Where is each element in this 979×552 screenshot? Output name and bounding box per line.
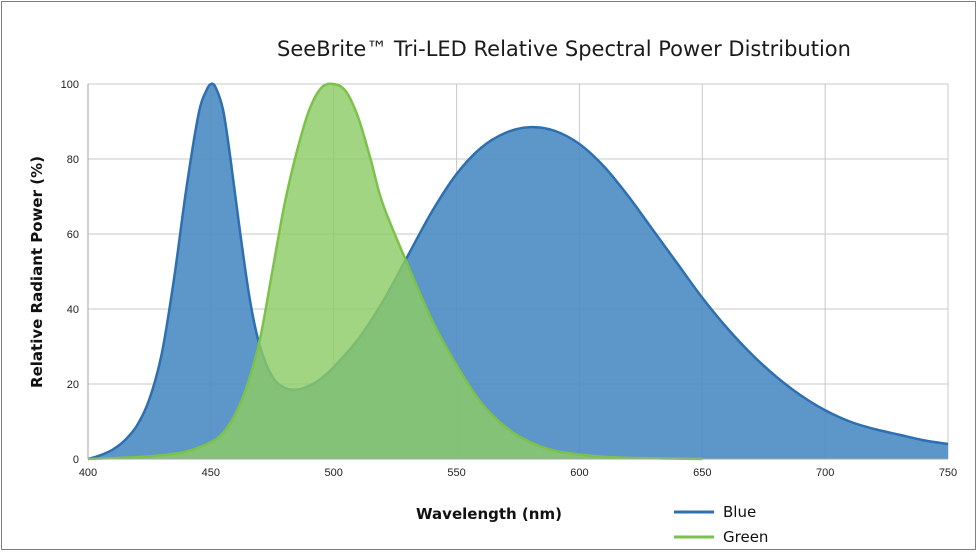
series-areas — [87, 82, 949, 461]
series-area-green — [88, 83, 703, 459]
y-tick-label: 100 — [61, 79, 79, 91]
x-tick-label: 550 — [447, 467, 465, 479]
series-area-blue — [88, 83, 948, 459]
y-tick-labels: 0 20 40 60 80 100 — [61, 79, 79, 466]
x-tick-label: 500 — [325, 467, 343, 479]
series-line-green — [87, 82, 703, 461]
y-tick-label: 40 — [67, 304, 79, 316]
legend-label-blue: Blue — [723, 503, 756, 521]
y-tick-label: 0 — [73, 454, 79, 466]
x-tick-label: 450 — [202, 467, 220, 479]
x-tick-label: 400 — [79, 467, 97, 479]
y-axis-label: Relative Radiant Power (%) — [28, 156, 46, 388]
legend: Blue Green — [674, 503, 768, 546]
legend-label-green: Green — [723, 528, 768, 546]
y-tick-label: 80 — [67, 154, 79, 166]
x-tick-label: 600 — [570, 467, 588, 479]
x-tick-labels: 400 450 500 550 600 650 700 750 — [79, 467, 957, 479]
y-tick-label: 20 — [67, 379, 79, 391]
x-tick-label: 750 — [939, 467, 957, 479]
axes — [87, 84, 948, 460]
x-axis-label: Wavelength (nm) — [416, 505, 562, 523]
chart-title: SeeBrite™ Tri-LED Relative Spectral Powe… — [277, 37, 851, 61]
x-tick-label: 650 — [693, 467, 711, 479]
y-tick-label: 60 — [67, 229, 79, 241]
x-tick-label: 700 — [816, 467, 834, 479]
